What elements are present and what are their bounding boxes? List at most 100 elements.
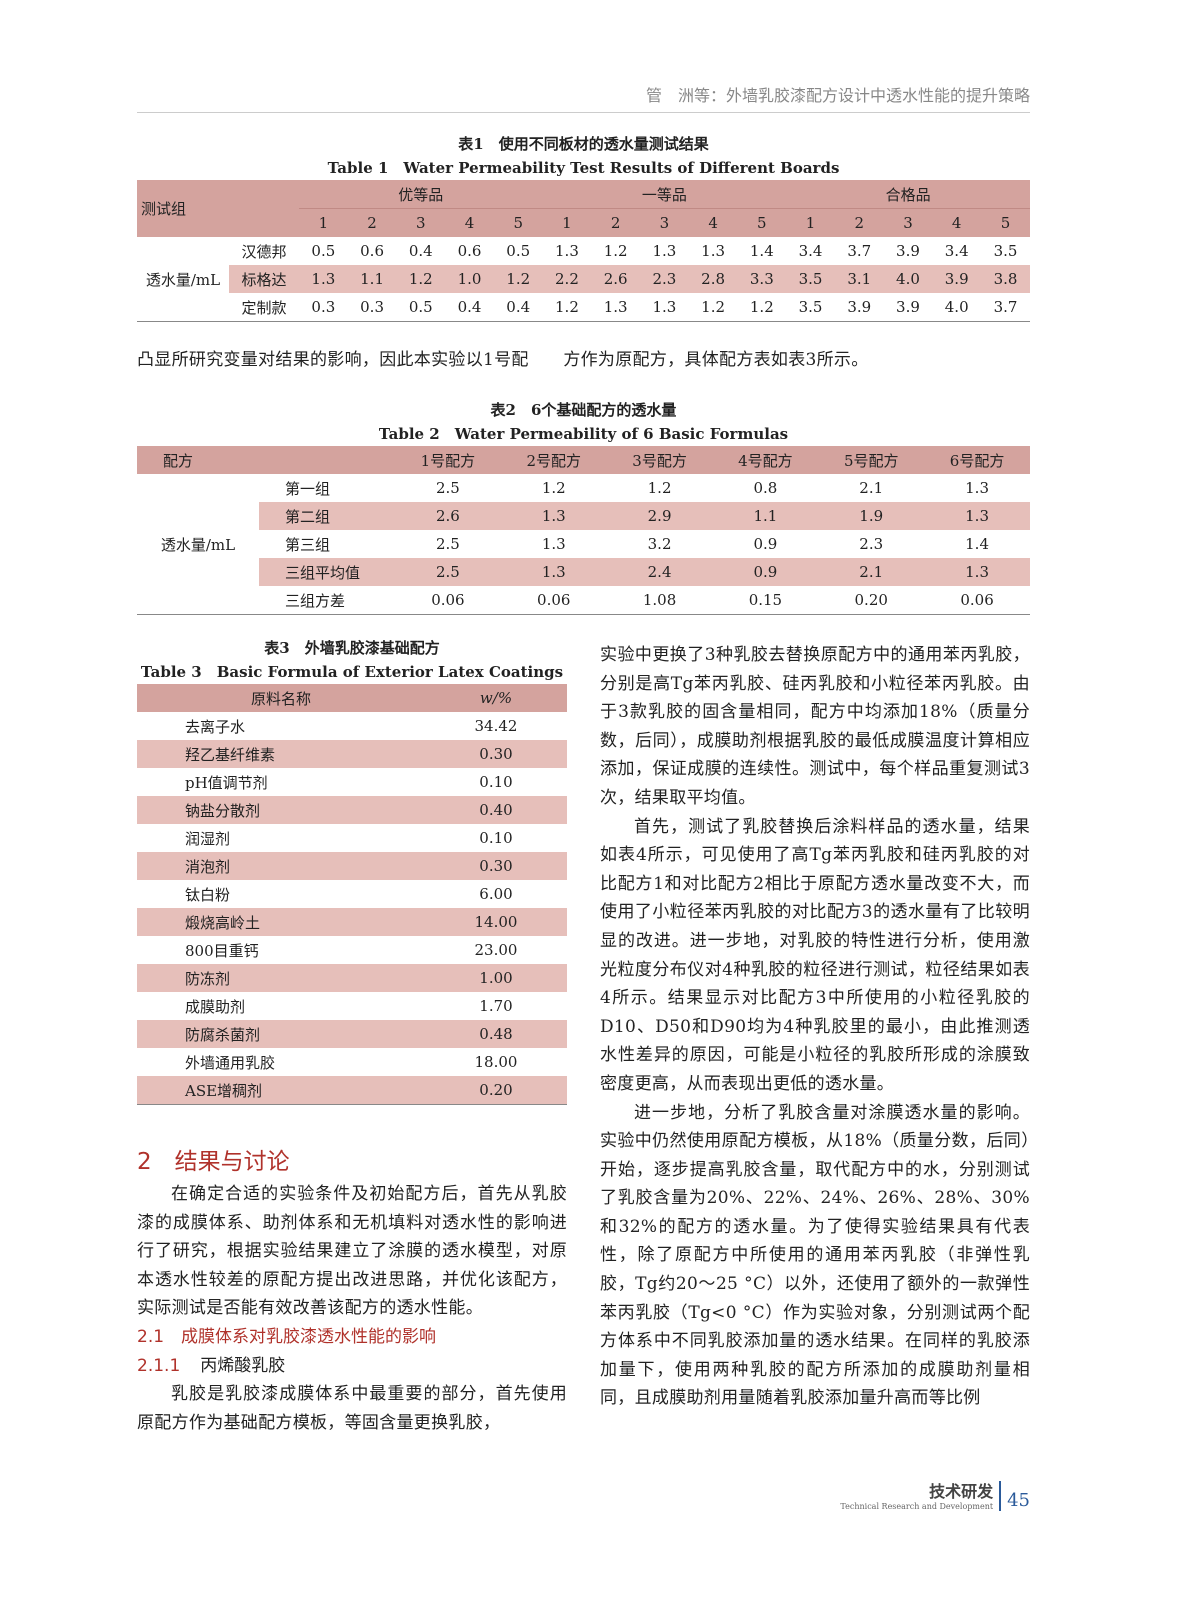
row-label: 汉德邦 — [241, 242, 287, 261]
table-cell: 1.3 — [965, 507, 989, 525]
footer-divider — [999, 1481, 1002, 1511]
table-cell: 1.08 — [642, 591, 677, 609]
column-header: 1 — [562, 214, 572, 232]
column-header: 2 — [367, 214, 377, 232]
section-2-1-heading: 2.1 成膜体系对乳胶漆透水性能的影响 — [137, 1323, 567, 1352]
table3: 原料名称 w/% 去离子水 34.42 羟乙基纤维素 0.30 pH值调节剂 0.10 钠盐分散… — [137, 684, 567, 1105]
column-header: 2号配方 — [526, 451, 582, 470]
footer-section-en: Technical Research and Development — [840, 1502, 994, 1511]
row-label: 三组平均值 — [285, 563, 361, 582]
material-name: 外墙通用乳胶 — [185, 1053, 276, 1072]
mass-fraction: 14.00 — [474, 913, 518, 931]
material-name: pH值调节剂 — [185, 773, 268, 792]
table-row: 成膜助剂 1.70 — [137, 992, 567, 1020]
table-cell: 0.4 — [457, 298, 482, 316]
table-cell: 3.5 — [798, 270, 823, 288]
table2-block: 表2 6个基础配方的透水量 Table 2 Water Permeability… — [137, 398, 1030, 615]
table-cell: 2.5 — [435, 479, 460, 497]
mass-fraction: 0.30 — [479, 857, 513, 875]
mass-fraction: 0.30 — [479, 745, 513, 763]
table-cell: 0.5 — [311, 242, 336, 260]
column-header: 5 — [513, 214, 523, 232]
table-row: 第二组 2.6 1.3 2.9 1.1 1.9 1.3 — [137, 502, 1030, 530]
table-cell: 1.2 — [749, 298, 774, 316]
table-cell: 2.4 — [647, 563, 672, 581]
table3-caption-cn: 表3 外墙乳胶漆基础配方 — [264, 639, 440, 657]
mass-fraction: 1.00 — [479, 969, 513, 987]
table-cell: 1.2 — [506, 270, 531, 288]
column-header: 5 — [1000, 214, 1011, 232]
footer-section-cn: 技术研发 — [929, 1482, 994, 1501]
table-cell: 0.5 — [506, 242, 531, 260]
table-cell: 2.2 — [555, 270, 579, 288]
table1-caption-cn: 表1 使用不同板材的透水量测试结果 — [458, 135, 709, 153]
table-row: ASE增稠剂 0.20 — [137, 1076, 567, 1105]
mass-fraction: 23.00 — [474, 941, 518, 959]
table1-caption-en: Table 1 Water Permeability Test Results … — [327, 159, 840, 177]
table-cell: 0.4 — [506, 298, 531, 316]
table-cell: 2.3 — [859, 535, 884, 553]
table-cell: 0.6 — [360, 242, 384, 260]
mass-fraction: 0.10 — [479, 773, 513, 791]
column-header: 2 — [610, 214, 621, 232]
table-cell: 0.06 — [960, 591, 994, 609]
column-header: 1 — [318, 214, 329, 232]
table-cell: 0.3 — [360, 298, 384, 316]
row-label: 第三组 — [285, 535, 331, 554]
paragraph: 凸显所研究变量对结果的影响，因此本实验以1号配 方作为原配方，具体配方表如表3所… — [137, 350, 869, 370]
row-label: 定制款 — [241, 298, 287, 317]
material-name: 成膜助剂 — [185, 997, 246, 1016]
table-cell: 3.9 — [896, 298, 920, 316]
table-cell: 1.3 — [555, 242, 579, 260]
table-cell: 3.9 — [847, 298, 872, 316]
column-header: 4 — [951, 214, 962, 232]
paragraph: 实验中更换了3种乳胶去替换原配方中的通用苯丙乳胶，分别是高Tg苯丙乳胶、硅丙乳胶… — [600, 645, 1030, 808]
table-cell: 3.8 — [993, 270, 1018, 288]
table-cell: 1.9 — [859, 507, 884, 525]
table-cell: 2.6 — [603, 270, 628, 288]
table2-caption-cn: 表2 6个基础配方的透水量 — [490, 401, 677, 419]
table-row: 800目重钙 23.00 — [137, 936, 567, 964]
table-cell: 2.5 — [435, 535, 460, 553]
left-column-text: 2 结果与讨论 在确定合适的实验条件及初始配方后，首先从乳胶漆的成膜体系、助剂体… — [137, 1142, 567, 1437]
table-cell: 0.20 — [854, 591, 888, 609]
mass-fraction: 18.00 — [474, 1053, 518, 1071]
table-row: 原料名称 w/% — [137, 684, 567, 712]
table-cell: 2.9 — [647, 507, 672, 525]
table-cell: 0.6 — [457, 242, 482, 260]
section-number: 2.1 — [137, 1326, 165, 1347]
table-row: 煅烧高岭土 14.00 — [137, 908, 567, 936]
row-label: 标格达 — [241, 270, 287, 289]
table-cell: 2.8 — [701, 270, 726, 288]
paragraph: 进一步地，分析了乳胶含量对涂膜透水量的影响。实验中仍然使用原配方模板，从18%（… — [600, 1102, 1030, 1409]
table-cell: 0.5 — [408, 298, 433, 316]
column-header: 1号配方 — [420, 451, 476, 470]
table-cell: 1.4 — [749, 242, 774, 260]
column-header: 6号配方 — [949, 451, 1005, 470]
table-cell: 1.2 — [408, 270, 433, 288]
table-cell: 1.3 — [603, 298, 628, 316]
section-2-heading: 2 结果与讨论 — [137, 1142, 567, 1176]
table-row: 三组方差 0.06 0.06 1.08 0.15 0.20 0.06 — [137, 586, 1030, 615]
table2: 配方 1号配方 2号配方 3号配方 4号配方 5号配方 6号配方 透水量/mL 第一组 2.5 1.… — [137, 446, 1030, 615]
table-cell: 0.15 — [748, 591, 783, 609]
table-cell: 1.0 — [457, 270, 482, 288]
table-cell: 0.8 — [753, 479, 778, 497]
table-row: 防腐杀菌剂 0.48 — [137, 1020, 567, 1048]
mass-fraction: 0.20 — [479, 1081, 513, 1099]
material-name: 润湿剂 — [185, 829, 231, 848]
table-cell: 3.5 — [993, 242, 1018, 260]
mass-fraction: 0.48 — [479, 1025, 513, 1043]
table-row: 三组平均值 2.5 1.3 2.4 0.9 2.1 1.3 — [137, 558, 1030, 586]
table3-block: 表3 外墙乳胶漆基础配方 Table 3 Basic Formula of Ex… — [137, 636, 567, 1105]
material-name: 去离子水 — [185, 717, 246, 736]
table-cell: 1.3 — [541, 507, 566, 525]
table-cell: 1.2 — [555, 298, 579, 316]
material-name: 钛白粉 — [185, 885, 231, 904]
table-cell: 2.1 — [859, 479, 884, 497]
material-name: 防腐杀菌剂 — [185, 1025, 261, 1044]
column-header: 4号配方 — [738, 451, 793, 470]
table-cell: 1.2 — [701, 298, 726, 316]
paragraph: 首先，测试了乳胶替换后涂料样品的透水量，结果如表4所示，可见使用了高Tg苯丙乳胶… — [600, 816, 1030, 1094]
